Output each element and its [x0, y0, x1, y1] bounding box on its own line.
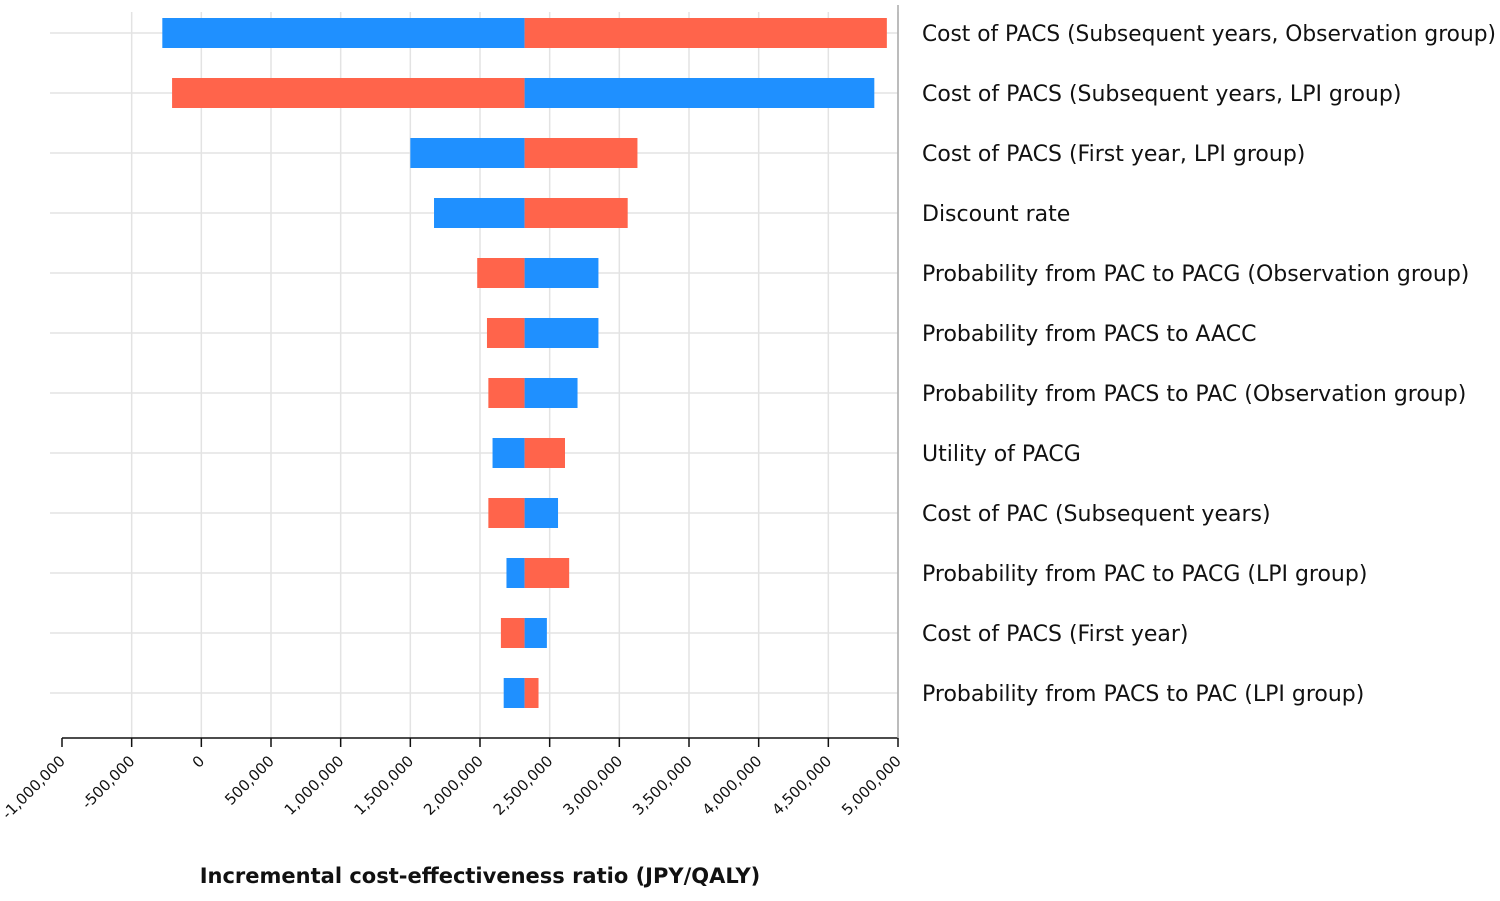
category-label: Probability from PACS to AACC	[922, 322, 1256, 347]
bars	[162, 18, 887, 708]
x-tick-label: 3,500,000	[629, 752, 696, 819]
category-label: Cost of PAC (Subsequent years)	[922, 502, 1271, 527]
bar-high-segment	[524, 618, 547, 648]
x-tick-label: 0	[189, 752, 208, 771]
bar-low-segment	[410, 138, 525, 168]
bar-high-segment	[524, 18, 887, 48]
x-tick-label: 5,000,000	[838, 752, 905, 819]
bar-high-segment	[524, 198, 628, 228]
bar-low-segment	[172, 78, 525, 108]
bar-high-segment	[524, 378, 578, 408]
category-label: Cost of PACS (Subsequent years, LPI grou…	[922, 82, 1401, 107]
x-tick-label: -500,000	[78, 752, 138, 812]
bar-low-segment	[486, 318, 525, 348]
axes	[61, 5, 899, 747]
bar-low-segment	[503, 678, 525, 708]
bar-low-segment	[488, 378, 525, 408]
category-label: Cost of PACS (First year, LPI group)	[922, 142, 1305, 167]
category-label: Probability from PAC to PACG (Observatio…	[922, 262, 1469, 287]
bar-low-segment	[492, 438, 525, 468]
bar-high-segment	[524, 138, 638, 168]
x-tick-label: 2,000,000	[420, 752, 487, 819]
x-tick-label: 1,000,000	[281, 752, 348, 819]
bar-high-segment	[524, 78, 875, 108]
category-label: Probability from PAC to PACG (LPI group)	[922, 562, 1367, 587]
x-tick-label: -1,000,000	[0, 752, 69, 823]
category-label: Cost of PACS (First year)	[922, 622, 1188, 647]
x-tick-label: 4,000,000	[699, 752, 766, 819]
bar-high-segment	[524, 438, 565, 468]
x-tick-label: 3,000,000	[559, 752, 626, 819]
x-tick-labels: -1,000,000 -500,000 0 500,000 1,000,000 1,500…	[0, 752, 905, 823]
category-labels: Cost of PACS (Subsequent years, Observat…	[922, 22, 1496, 707]
bar-high-segment	[524, 498, 559, 528]
bar-low-segment	[162, 18, 525, 48]
bar-low-segment	[506, 558, 525, 588]
bar-low-segment	[488, 498, 525, 528]
x-tick-label: 500,000	[221, 752, 278, 809]
bar-high-segment	[524, 678, 539, 708]
bar-low-segment	[500, 618, 525, 648]
bar-low-segment	[477, 258, 525, 288]
category-label: Probability from PACS to PAC (Observatio…	[922, 382, 1466, 407]
category-label: Cost of PACS (Subsequent years, Observat…	[922, 22, 1496, 47]
bar-high-segment	[524, 258, 599, 288]
category-label: Utility of PACG	[922, 442, 1081, 467]
bar-low-segment	[434, 198, 525, 228]
x-tick-label: 2,500,000	[490, 752, 557, 819]
x-axis-title: Incremental cost-effectiveness ratio (JP…	[200, 864, 761, 888]
bar-high-segment	[524, 318, 599, 348]
x-tick-label: 4,500,000	[768, 752, 835, 819]
x-tick-label: 1,500,000	[350, 752, 417, 819]
category-label: Discount rate	[922, 202, 1070, 227]
category-label: Probability from PACS to PAC (LPI group)	[922, 682, 1364, 707]
bar-high-segment	[524, 558, 570, 588]
grid-lines	[50, 12, 899, 738]
